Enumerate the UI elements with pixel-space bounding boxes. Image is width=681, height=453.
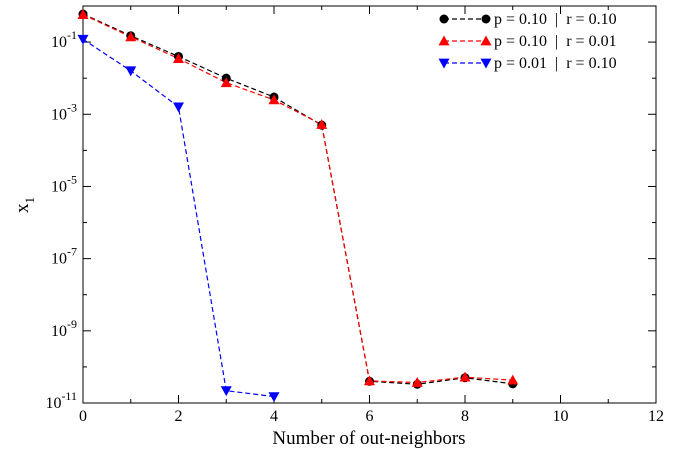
- data-point-series-2: [173, 53, 184, 63]
- data-point-series-3: [268, 392, 280, 403]
- x-tick-label: 6: [366, 408, 374, 425]
- x-tick-label: 2: [175, 408, 183, 425]
- y-tick-label: 10-9: [51, 317, 77, 340]
- data-point-series-3: [77, 34, 89, 45]
- data-point-series-2: [316, 119, 328, 129]
- data-point-series-2: [459, 371, 471, 382]
- data-point-series-3: [125, 66, 137, 77]
- legend-marker-1: [481, 14, 491, 24]
- y-tick-label: 10-1: [51, 28, 77, 51]
- legend-label-1: p = 0.10 | r = 0.10: [494, 11, 617, 28]
- x-tick-label: 4: [270, 408, 278, 425]
- legend-marker-2: [438, 35, 450, 46]
- x-tick-label: 12: [648, 408, 664, 425]
- legend: p = 0.10 | r = 0.10 p = 0.10 | r = 0.01 p …: [438, 11, 617, 72]
- y-axis-title: x1: [12, 197, 37, 213]
- data-point-series-2: [220, 77, 232, 88]
- x-tick-label: 0: [79, 408, 87, 425]
- series-line-3: [82, 38, 275, 398]
- series-lines: [82, 13, 513, 398]
- legend-marker-2: [480, 35, 492, 46]
- data-point-series-2: [125, 31, 137, 42]
- series-line-1: [82, 13, 513, 385]
- data-point-series-2: [411, 376, 423, 387]
- data-point-series-2: [364, 375, 375, 386]
- data-point-series-2: [268, 94, 280, 105]
- legend-label-3: p = 0.01 | r = 0.10: [494, 55, 617, 72]
- axis-ticks: 0 2 4 6 8 10 12 10-1 10-3 10-5 10-7 10-9 10-11: [45, 6, 664, 425]
- x-axis-title: Number of out-neighbors: [272, 428, 465, 449]
- y-tick-label: 10-11: [45, 389, 77, 412]
- series-line-2: [82, 13, 513, 384]
- y-axis-title-subscript: 1: [22, 197, 37, 204]
- legend-marker-3: [438, 58, 450, 69]
- x-tick-label: 10: [553, 408, 569, 425]
- data-point-series-3: [220, 386, 232, 397]
- data-point-series-3: [173, 102, 184, 113]
- series-markers: [77, 9, 519, 403]
- data-point-series-2: [507, 374, 519, 385]
- data-point-series-2: [77, 9, 89, 19]
- y-tick-label: 10-3: [51, 100, 77, 123]
- legend-marker-3: [480, 58, 492, 69]
- legend-marker-1: [439, 14, 449, 24]
- legend-label-2: p = 0.10 | r = 0.01: [494, 33, 617, 50]
- x-tick-label: 8: [461, 408, 469, 425]
- y-tick-label: 10-7: [51, 245, 77, 268]
- y-tick-label: 10-5: [51, 172, 77, 195]
